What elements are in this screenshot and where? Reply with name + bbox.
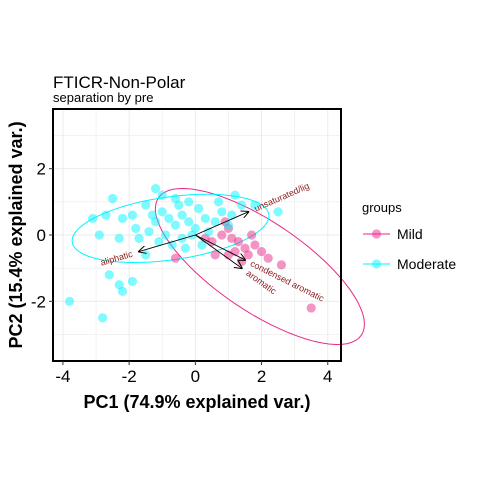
point-moderate [154, 237, 164, 247]
point-moderate [157, 190, 167, 200]
point-moderate [223, 220, 234, 230]
x-axis-ticks: -4 -2 0 2 4 [55, 361, 332, 386]
point-mild [250, 240, 260, 250]
legend-title: groups [362, 200, 402, 215]
point-moderate [160, 230, 171, 240]
legend-label-mild: Mild [397, 226, 423, 242]
point-moderate [144, 227, 154, 237]
point-moderate [250, 200, 260, 210]
point-moderate [151, 217, 161, 227]
legend-key-moderate [371, 259, 382, 269]
point-moderate [187, 230, 197, 240]
ellipse-moderate [71, 193, 270, 264]
point-moderate [180, 243, 191, 253]
point-mild [233, 237, 243, 247]
point-moderate [114, 280, 124, 290]
point-moderate [273, 207, 283, 217]
point-moderate [141, 250, 151, 260]
point-moderate [184, 217, 194, 227]
point-moderate [184, 197, 194, 207]
y-axis-ticks: -2 0 2 [31, 160, 53, 311]
point-mild [170, 253, 181, 263]
legend-label-moderate: Moderate [397, 256, 456, 272]
point-moderate [134, 233, 144, 243]
point-moderate [237, 200, 247, 210]
x-axis-label: PC1 (74.9% explained var.) [83, 392, 310, 412]
point-moderate [174, 200, 184, 210]
point-moderate [141, 200, 151, 210]
point-moderate [177, 210, 187, 220]
x-tick-label: 2 [257, 367, 266, 386]
point-moderate [98, 313, 108, 323]
chart-title: FTICR-Non-Polar [53, 73, 186, 92]
x-tick-label: 0 [191, 367, 200, 386]
point-moderate [88, 213, 98, 224]
point-moderate [230, 190, 240, 200]
confidence-ellipses [71, 187, 365, 346]
point-moderate [194, 203, 204, 214]
point-moderate [101, 210, 111, 220]
x-tick-label: 4 [323, 367, 332, 386]
point-mild [247, 230, 257, 240]
chart-subtitle: separation by pre [53, 90, 153, 105]
loading-arrow [195, 234, 245, 260]
y-tick-label: 2 [37, 160, 46, 179]
point-moderate [94, 230, 104, 240]
point-moderate [210, 217, 220, 227]
point-moderate [157, 207, 167, 217]
x-tick-label: -2 [122, 367, 137, 386]
point-moderate [114, 233, 124, 243]
loading-arrow [195, 234, 241, 268]
point-mild [256, 246, 267, 257]
point-moderate [127, 276, 138, 287]
point-moderate [170, 220, 181, 230]
point-moderate [177, 233, 187, 243]
y-tick-label: 0 [37, 226, 46, 245]
point-mild [306, 303, 316, 313]
point-moderate [227, 210, 237, 220]
point-moderate [117, 213, 128, 224]
point-moderate [164, 213, 174, 224]
y-axis-label: PC2 (15.4% explained var.) [6, 121, 26, 348]
point-moderate [200, 213, 210, 224]
y-tick-label: -2 [31, 292, 46, 311]
point-mild [276, 260, 287, 270]
point-mild [263, 253, 273, 263]
loading-arrow [195, 212, 248, 236]
data-points [64, 183, 316, 323]
point-moderate [64, 296, 75, 306]
x-tick-label: -4 [55, 367, 70, 386]
point-moderate [203, 227, 214, 237]
legend-key-mild [371, 229, 382, 239]
point-mild [210, 250, 220, 260]
point-moderate [213, 197, 224, 207]
point-moderate [197, 240, 207, 250]
point-mild [243, 250, 253, 260]
point-moderate [104, 270, 114, 280]
point-moderate [131, 223, 141, 233]
point-mild [217, 230, 227, 240]
legend: groups Mild Moderate [362, 200, 456, 272]
point-moderate [217, 207, 227, 217]
point-moderate [127, 210, 138, 220]
loading-arrow [139, 234, 196, 252]
point-moderate [151, 183, 161, 194]
point-moderate [107, 193, 118, 204]
